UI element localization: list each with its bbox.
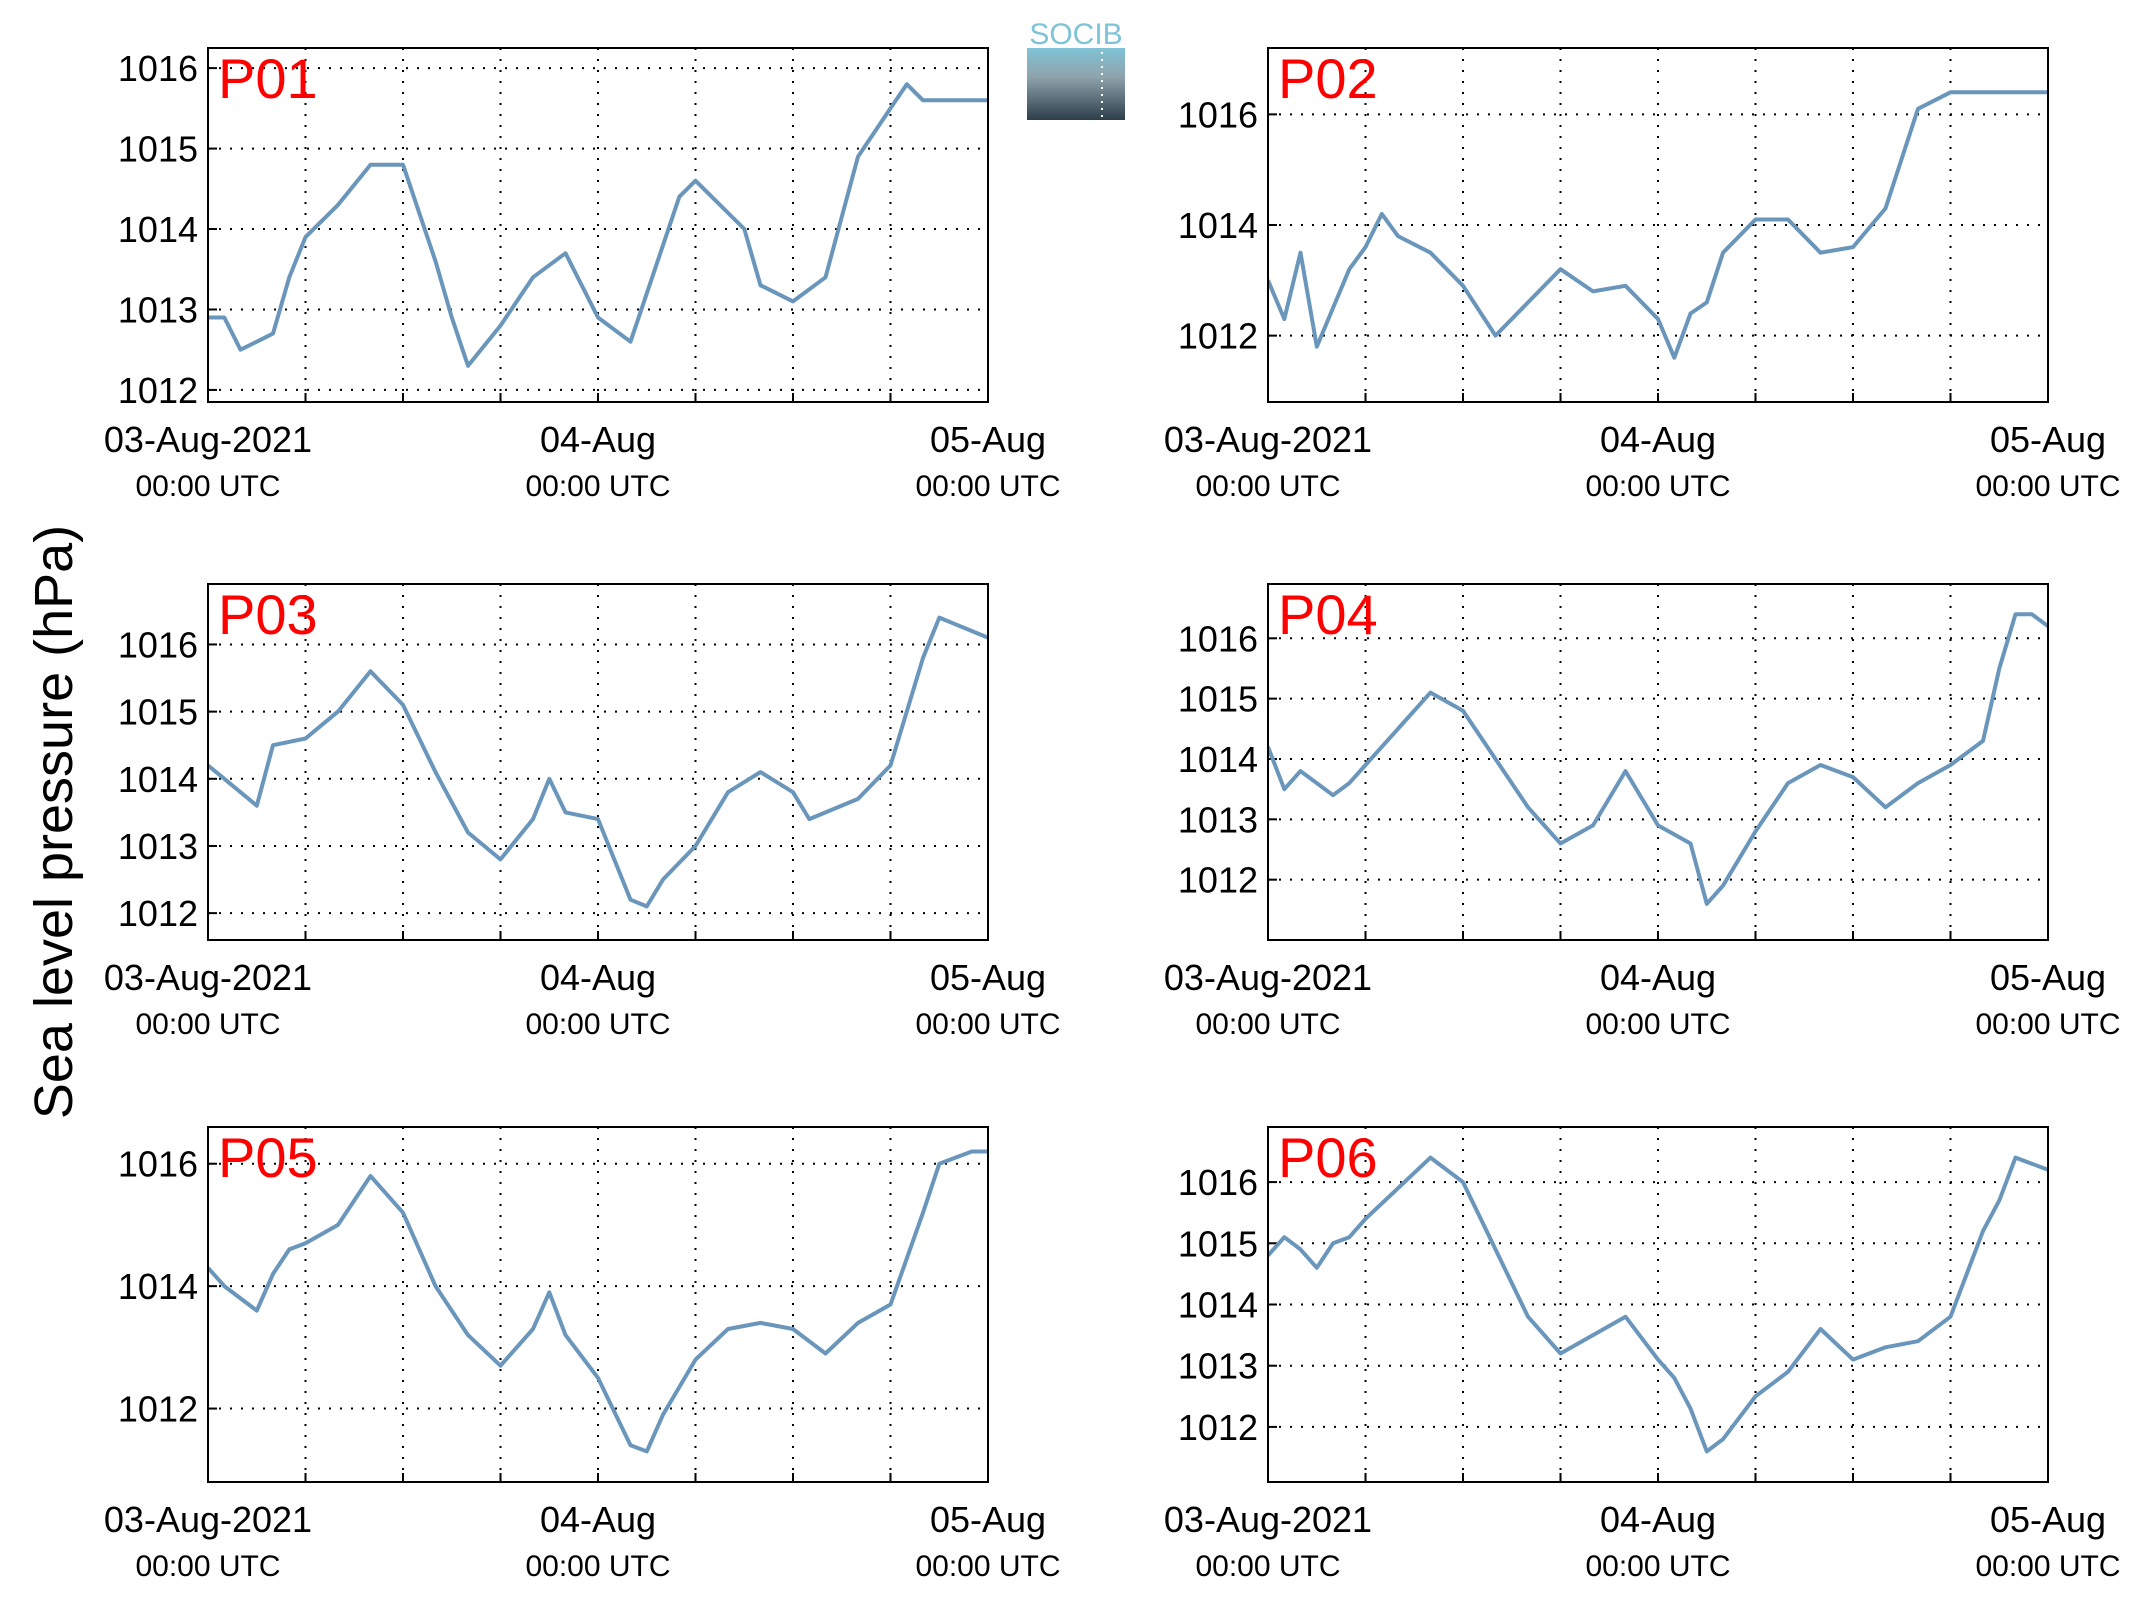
panel-p02: 1012 1014 1016 03-Aug-2021 00:00 UTC 04-Aug 00… <box>1164 47 2121 503</box>
x-tick-label: 04-Aug <box>1600 1499 1716 1540</box>
y-tick-label: 1016 <box>118 624 198 665</box>
y-tick-label: 1014 <box>1178 1285 1258 1326</box>
series-line-p06 <box>1268 1155 2048 1454</box>
panel-label: P02 <box>1278 47 1378 110</box>
x-tick-label: 04-Aug <box>540 1499 656 1540</box>
y-tick-label: 1016 <box>118 48 198 89</box>
panel-p01: 1012 1013 1014 1015 1016 03-Aug-2021 00:00 UTC… <box>104 47 1061 503</box>
y-tick-label: 1012 <box>1178 1407 1258 1448</box>
x-tick-sublabel: 00:00 UTC <box>1585 1550 1730 1583</box>
y-tick-label: 1013 <box>1178 799 1258 840</box>
axes-frame <box>1267 583 2049 941</box>
x-tick-label: 05-Aug <box>930 1499 1046 1540</box>
x-tick-sublabel: 00:00 UTC <box>915 1550 1060 1583</box>
x-tick-label: 05-Aug <box>930 957 1046 998</box>
panel-label: P01 <box>218 47 318 110</box>
y-tick-label: 1012 <box>1178 316 1258 357</box>
x-tick-label: 03-Aug-2021 <box>104 957 312 998</box>
y-tick-label: 1016 <box>1178 1162 1258 1203</box>
series-line-p02 <box>1268 90 2048 360</box>
x-tick-label: 03-Aug-2021 <box>104 1499 312 1540</box>
x-tick-label: 05-Aug <box>1990 419 2106 460</box>
y-tick-label: 1012 <box>118 1389 198 1430</box>
logo-text: SOCIB <box>1029 18 1122 51</box>
x-tick-label: 04-Aug <box>540 957 656 998</box>
y-tick-label: 1015 <box>118 129 198 170</box>
panel-p05: 1012 1014 1016 03-Aug-2021 00:00 UTC 04-Aug 00… <box>104 1126 1061 1583</box>
x-tick-sublabel: 00:00 UTC <box>1585 1008 1730 1041</box>
x-tick-sublabel: 00:00 UTC <box>915 1008 1060 1041</box>
y-tick-label: 1014 <box>118 209 198 250</box>
y-tick-label: 1015 <box>1178 1223 1258 1264</box>
series-line-p04 <box>1268 612 2048 906</box>
panel-label: P04 <box>1278 583 1378 646</box>
y-tick-label: 1014 <box>1178 205 1258 246</box>
panel-p04: 1012 1013 1014 1015 1016 03-Aug-2021 00:00 UTC… <box>1164 583 2121 1041</box>
y-tick-label: 1014 <box>118 1266 198 1307</box>
x-tick-label: 03-Aug-2021 <box>1164 957 1372 998</box>
x-tick-label: 05-Aug <box>1990 957 2106 998</box>
x-tick-sublabel: 00:00 UTC <box>915 470 1060 503</box>
y-tick-label: 1015 <box>118 692 198 733</box>
y-tick-label: 1014 <box>118 759 198 800</box>
panel-label: P06 <box>1278 1126 1378 1189</box>
axes-frame <box>207 1126 989 1483</box>
y-tick-label: 1014 <box>1178 739 1258 780</box>
panel-p03: 1012 1013 1014 1015 1016 03-Aug-2021 00:00 UTC… <box>104 583 1061 1041</box>
y-tick-label: 1012 <box>118 370 198 411</box>
axes-frame <box>1267 1126 2049 1483</box>
x-tick-sublabel: 00:00 UTC <box>1585 470 1730 503</box>
x-tick-sublabel: 00:00 UTC <box>525 470 670 503</box>
x-tick-sublabel: 00:00 UTC <box>1975 470 2120 503</box>
series-line-p01 <box>208 82 988 368</box>
x-tick-sublabel: 00:00 UTC <box>135 1008 280 1041</box>
x-tick-sublabel: 00:00 UTC <box>135 470 280 503</box>
y-tick-label: 1012 <box>118 893 198 934</box>
panels: 1012 1013 1014 1015 1016 03-Aug-2021 00:00 UTC… <box>104 47 2121 1583</box>
x-tick-label: 04-Aug <box>1600 419 1716 460</box>
series-line-p05 <box>208 1149 988 1454</box>
axes-frame <box>207 583 989 941</box>
x-tick-label: 03-Aug-2021 <box>1164 419 1372 460</box>
x-tick-label: 03-Aug-2021 <box>1164 1499 1372 1540</box>
x-tick-label: 05-Aug <box>1990 1499 2106 1540</box>
logo-block <box>1027 48 1125 120</box>
y-tick-label: 1016 <box>1178 94 1258 135</box>
panel-label: P03 <box>218 583 318 646</box>
x-tick-sublabel: 00:00 UTC <box>1195 470 1340 503</box>
y-tick-label: 1016 <box>118 1144 198 1185</box>
x-tick-sublabel: 00:00 UTC <box>525 1008 670 1041</box>
socib-logo: SOCIB <box>1027 18 1125 120</box>
x-tick-label: 05-Aug <box>930 419 1046 460</box>
y-tick-label: 1013 <box>1178 1346 1258 1387</box>
y-axis-label: Sea level pressure (hPa) <box>24 525 84 1119</box>
x-tick-sublabel: 00:00 UTC <box>525 1550 670 1583</box>
panel-p06: 1012 1013 1014 1015 1016 03-Aug-2021 00:00 UTC… <box>1164 1126 2121 1583</box>
x-tick-sublabel: 00:00 UTC <box>1975 1008 2120 1041</box>
x-tick-label: 04-Aug <box>540 419 656 460</box>
series-line-p03 <box>208 615 988 909</box>
panel-label: P05 <box>218 1126 318 1189</box>
y-tick-label: 1016 <box>1178 618 1258 659</box>
x-tick-label: 03-Aug-2021 <box>104 419 312 460</box>
y-tick-label: 1012 <box>1178 860 1258 901</box>
y-tick-label: 1015 <box>1178 679 1258 720</box>
y-tick-label: 1013 <box>118 289 198 330</box>
x-tick-sublabel: 00:00 UTC <box>1195 1008 1340 1041</box>
axes-frame <box>1267 47 2049 403</box>
y-tick-label: 1013 <box>118 826 198 867</box>
x-tick-sublabel: 00:00 UTC <box>1975 1550 2120 1583</box>
x-tick-sublabel: 00:00 UTC <box>135 1550 280 1583</box>
x-tick-label: 04-Aug <box>1600 957 1716 998</box>
axes-frame <box>207 47 989 403</box>
x-tick-sublabel: 00:00 UTC <box>1195 1550 1340 1583</box>
